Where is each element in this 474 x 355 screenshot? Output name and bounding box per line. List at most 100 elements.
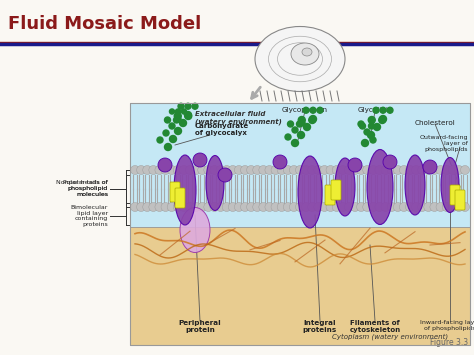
Circle shape: [405, 165, 414, 175]
Text: Filaments of
cytoskeleton: Filaments of cytoskeleton: [349, 320, 401, 333]
Circle shape: [356, 202, 365, 212]
Circle shape: [204, 202, 213, 212]
Circle shape: [363, 202, 372, 212]
FancyBboxPatch shape: [130, 103, 470, 227]
Circle shape: [192, 103, 198, 109]
Circle shape: [448, 165, 457, 175]
Circle shape: [184, 111, 191, 119]
Text: Carbohydrate
of glycocalyx: Carbohydrate of glycocalyx: [195, 123, 249, 136]
FancyBboxPatch shape: [455, 190, 465, 210]
Circle shape: [379, 116, 386, 124]
Circle shape: [424, 165, 433, 175]
Circle shape: [228, 165, 237, 175]
Circle shape: [198, 165, 207, 175]
Circle shape: [164, 117, 171, 123]
Circle shape: [345, 202, 354, 212]
Circle shape: [265, 165, 274, 175]
Circle shape: [292, 127, 298, 133]
Circle shape: [350, 202, 359, 212]
Circle shape: [210, 165, 219, 175]
Circle shape: [204, 165, 213, 175]
Circle shape: [137, 165, 146, 175]
Circle shape: [348, 158, 362, 172]
Circle shape: [393, 165, 402, 175]
Circle shape: [167, 165, 176, 175]
Circle shape: [461, 202, 470, 212]
Circle shape: [178, 103, 184, 109]
Circle shape: [362, 140, 368, 147]
Circle shape: [179, 165, 188, 175]
Circle shape: [411, 165, 420, 175]
Circle shape: [308, 165, 317, 175]
Circle shape: [277, 202, 286, 212]
Circle shape: [179, 202, 188, 212]
Circle shape: [283, 165, 292, 175]
Circle shape: [350, 165, 359, 175]
Circle shape: [292, 140, 299, 147]
Circle shape: [375, 202, 384, 212]
Circle shape: [359, 123, 365, 129]
Circle shape: [418, 165, 427, 175]
Circle shape: [320, 202, 329, 212]
Text: Peripheral
protein: Peripheral protein: [179, 320, 221, 333]
Text: Nonpolar tails of
phospholipid
molecules: Nonpolar tails of phospholipid molecules: [56, 180, 108, 197]
Circle shape: [380, 107, 386, 113]
FancyBboxPatch shape: [325, 185, 335, 205]
Circle shape: [308, 202, 317, 212]
Circle shape: [169, 109, 174, 114]
Circle shape: [314, 202, 323, 212]
Circle shape: [430, 202, 439, 212]
Circle shape: [356, 165, 365, 175]
Circle shape: [185, 165, 194, 175]
Circle shape: [240, 165, 249, 175]
Circle shape: [173, 202, 182, 212]
Text: Glycolipid: Glycolipid: [357, 107, 393, 113]
Circle shape: [320, 165, 329, 175]
Circle shape: [369, 202, 378, 212]
Circle shape: [338, 165, 347, 175]
Text: Fluid Mosaic Model: Fluid Mosaic Model: [8, 15, 201, 33]
Circle shape: [130, 202, 139, 212]
Circle shape: [301, 202, 310, 212]
Circle shape: [173, 165, 182, 175]
Text: Polar heads of
phospholipid
molecules: Polar heads of phospholipid molecules: [64, 180, 108, 197]
Text: Bimolecular
lipid layer
containing
proteins: Bimolecular lipid layer containing prote…: [71, 205, 108, 227]
Circle shape: [149, 202, 158, 212]
Circle shape: [393, 202, 402, 212]
Circle shape: [368, 116, 375, 124]
Circle shape: [295, 202, 304, 212]
Circle shape: [283, 202, 292, 212]
Text: Cholesterol: Cholesterol: [415, 120, 456, 126]
Text: Extracellular fluid
(watery environment): Extracellular fluid (watery environment): [195, 111, 282, 125]
Circle shape: [191, 165, 201, 175]
Circle shape: [290, 165, 299, 175]
Circle shape: [143, 165, 152, 175]
Circle shape: [448, 202, 457, 212]
Circle shape: [370, 137, 376, 143]
Circle shape: [157, 137, 163, 143]
Circle shape: [363, 165, 372, 175]
Circle shape: [210, 202, 219, 212]
Circle shape: [130, 165, 139, 175]
Circle shape: [137, 202, 146, 212]
Ellipse shape: [174, 155, 196, 225]
Circle shape: [381, 202, 390, 212]
Circle shape: [234, 165, 243, 175]
Text: Inward-facing layer
of phospholipids: Inward-facing layer of phospholipids: [419, 320, 474, 331]
Ellipse shape: [367, 149, 393, 224]
Circle shape: [228, 202, 237, 212]
Circle shape: [326, 202, 335, 212]
Circle shape: [174, 127, 182, 135]
Circle shape: [345, 165, 354, 175]
Ellipse shape: [405, 155, 425, 215]
Circle shape: [273, 155, 287, 169]
Circle shape: [297, 121, 302, 127]
Circle shape: [170, 136, 176, 142]
FancyBboxPatch shape: [450, 185, 460, 205]
Circle shape: [290, 202, 299, 212]
Circle shape: [163, 130, 169, 136]
Circle shape: [216, 202, 225, 212]
Circle shape: [411, 202, 420, 212]
Circle shape: [175, 116, 181, 122]
FancyBboxPatch shape: [331, 180, 341, 200]
